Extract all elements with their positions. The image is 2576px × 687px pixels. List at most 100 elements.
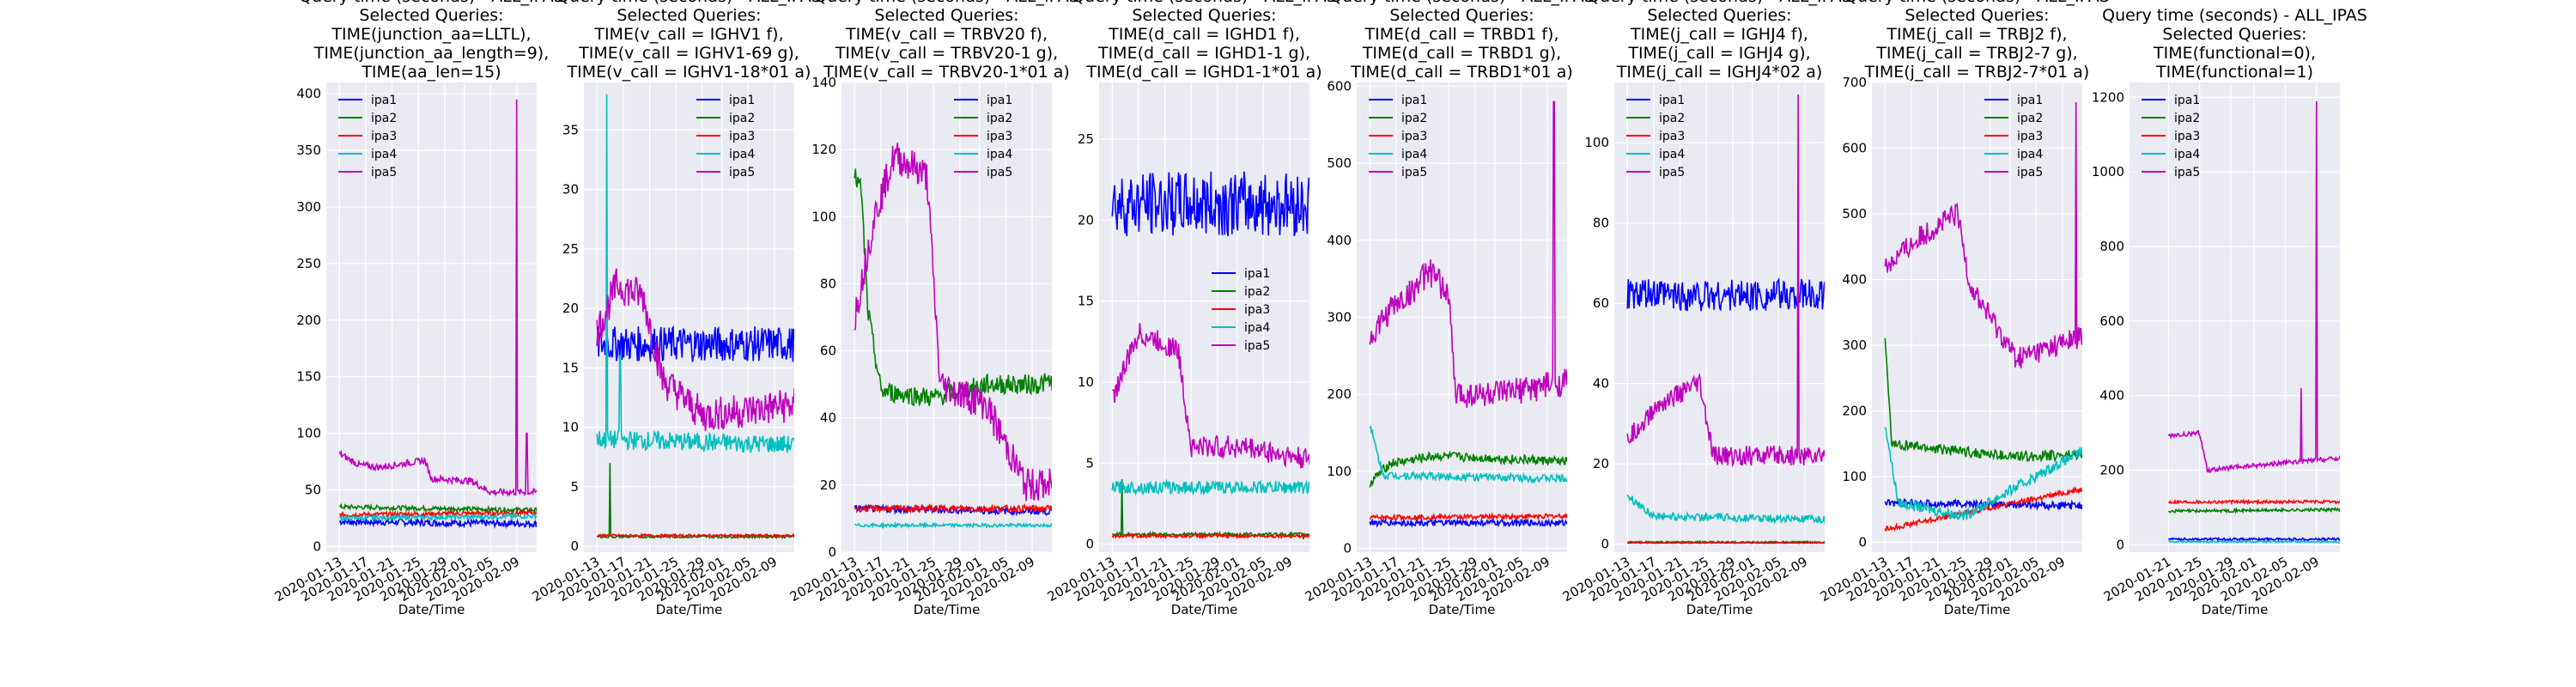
y-tick-label: 10 — [1078, 374, 1094, 390]
chart-title-line: TIME(junction_aa_length=9), — [313, 44, 550, 63]
legend-entry: ipa5 — [2174, 166, 2200, 179]
y-tick-label: 0 — [570, 538, 579, 554]
legend-entry: ipa1 — [1659, 94, 1685, 107]
plot-area — [841, 82, 1052, 552]
legend-entry: ipa3 — [987, 130, 1012, 143]
series-line-ipa3 — [1111, 532, 1309, 540]
x-axis-label: Date/Time — [2202, 602, 2269, 617]
legend-entry: ipa3 — [1244, 303, 1270, 317]
chart-title-line: TIME(j_call = TRBJ2-7 g), — [1875, 44, 2077, 63]
legend-entry: ipa4 — [1659, 148, 1685, 161]
series-line-ipa5 — [1884, 101, 2082, 368]
x-axis-label: Date/Time — [1944, 602, 2011, 617]
plot-area — [584, 82, 794, 552]
series-line-ipa1 — [1369, 517, 1567, 528]
y-tick-label: 5 — [1085, 455, 1094, 471]
chart-panel: Query time (seconds) - ALL_IPASSelected … — [1045, 0, 1337, 617]
legend-entry: ipa3 — [2017, 130, 2043, 143]
y-tick-label: 0 — [1858, 535, 1867, 550]
series-line-ipa4 — [338, 511, 537, 523]
chart-title-line: TIME(d_call = TRBD1*01 a) — [1350, 63, 1573, 82]
y-tick-label: 800 — [2099, 239, 2124, 254]
chart-title-line: Query time (seconds) - ALL_IPAS — [1587, 0, 1852, 6]
legend-entry: ipa5 — [987, 166, 1012, 179]
legend-entry: ipa2 — [987, 112, 1012, 125]
legend-entry: ipa4 — [1244, 321, 1270, 335]
y-tick-label: 200 — [1842, 404, 1867, 419]
chart-panel: Query time (seconds) - ALL_IPASSelected … — [1303, 0, 1595, 617]
chart-title-line: TIME(j_call = IGHJ4 f), — [1630, 25, 1808, 44]
legend-entry: ipa4 — [2017, 148, 2043, 161]
legend-entry: ipa5 — [1401, 166, 1427, 179]
legend-entry: ipa4 — [371, 148, 397, 161]
chart-title-line: TIME(d_call = IGHD1-1*01 a) — [1085, 63, 1321, 82]
chart-title-line: TIME(d_call = IGHD1 f), — [1108, 25, 1300, 44]
chart-title-line: Selected Queries: — [1389, 6, 1534, 25]
y-tick-label: 140 — [811, 75, 836, 90]
y-tick-label: 20 — [562, 301, 579, 316]
y-tick-label: 600 — [2099, 313, 2124, 329]
chart-title-line: TIME(v_call = IGHV1 f), — [593, 25, 783, 44]
plot-area — [2129, 82, 2340, 552]
chart-title-line: Selected Queries: — [1132, 6, 1276, 25]
y-tick-label: 350 — [296, 143, 321, 158]
chart-title-line: TIME(j_call = IGHJ4*02 a) — [1616, 63, 1823, 82]
plot-area — [1872, 82, 2082, 552]
chart-title-line: Selected Queries: — [359, 6, 503, 25]
y-tick-label: 600 — [1327, 78, 1352, 94]
series-line-ipa5 — [1112, 323, 1309, 469]
chart-panel: Query time (seconds) - ALL_IPASSelected … — [530, 0, 822, 617]
series-line-ipa2 — [1884, 337, 2082, 463]
series-line-ipa3 — [2168, 498, 2340, 506]
y-tick-label: 25 — [562, 241, 579, 257]
legend-entry: ipa2 — [2017, 112, 2043, 125]
legend-entry: ipa5 — [371, 166, 397, 179]
y-tick-label: 1000 — [2092, 164, 2124, 179]
y-tick-label: 100 — [811, 209, 836, 224]
chart-title-line: Query time (seconds) - ALL_IPAS — [814, 0, 1079, 6]
legend-entry: ipa1 — [1401, 94, 1427, 107]
chart-title-line: Query time (seconds) - ALL_IPAS — [1844, 0, 2110, 6]
y-tick-label: 300 — [296, 199, 321, 215]
chart-title: Query time (seconds) - ALL_IPASSelected … — [814, 0, 1079, 82]
legend-entry: ipa2 — [1401, 112, 1427, 125]
series-line-ipa4 — [1369, 424, 1567, 484]
legend-entry: ipa5 — [1659, 166, 1685, 179]
y-tick-label: 40 — [820, 410, 836, 426]
y-tick-label: 40 — [1593, 376, 1609, 392]
series-line-ipa5 — [854, 143, 1052, 502]
chart-title-line: TIME(v_call = IGHV1-18*01 a) — [567, 63, 811, 82]
y-tick-label: 0 — [1343, 541, 1352, 556]
chart-title: Query time (seconds) - ALL_IPASSelected … — [556, 0, 822, 82]
y-tick-label: 0 — [1085, 537, 1094, 552]
legend-entry: ipa4 — [729, 148, 755, 161]
series-line-ipa2 — [2168, 506, 2340, 514]
legend-entry: ipa1 — [1244, 267, 1270, 281]
x-axis-label: Date/Time — [1171, 602, 1238, 617]
x-axis-label: Date/Time — [1429, 602, 1496, 617]
y-tick-label: 80 — [820, 276, 836, 291]
legend-entry: ipa1 — [2017, 94, 2043, 107]
y-tick-label: 15 — [562, 360, 579, 375]
legend-entry: ipa4 — [987, 148, 1012, 161]
chart-title: Query time (seconds) - ALL_IPASSelected … — [1072, 0, 1337, 82]
y-tick-label: 15 — [1078, 294, 1094, 309]
legend-entry: ipa2 — [1244, 285, 1270, 299]
chart-title-line: TIME(functional=1) — [2155, 63, 2313, 82]
legend-entry: ipa2 — [2174, 112, 2200, 125]
series-line-ipa4 — [1626, 494, 1825, 526]
legend-entry: ipa3 — [729, 130, 755, 143]
y-tick-label: 500 — [1327, 155, 1352, 171]
y-tick-label: 60 — [820, 344, 836, 359]
chart-panel: Query time (seconds) - ALL_IPASSelected … — [1818, 0, 2110, 617]
series-line-ipa1 — [1111, 171, 1309, 237]
chart-title: Query time (seconds) - ALL_IPASSelected … — [1844, 0, 2110, 82]
chart-panel: Query time (seconds) - ALL_IPASSelected … — [1560, 0, 1852, 617]
y-tick-label: 100 — [1584, 135, 1609, 150]
series-line-ipa2 — [1369, 449, 1567, 488]
legend-entry: ipa4 — [1401, 148, 1427, 161]
legend-entry: ipa1 — [729, 94, 755, 107]
x-axis-label: Date/Time — [1686, 602, 1753, 617]
